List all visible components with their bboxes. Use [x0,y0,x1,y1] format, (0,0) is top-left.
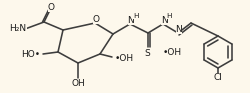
Text: H: H [166,13,172,19]
Text: Cl: Cl [214,73,222,81]
Text: HO•: HO• [21,49,40,58]
Text: N: N [160,16,168,24]
Text: •OH: •OH [115,53,134,62]
Text: N: N [128,16,134,24]
Text: OH: OH [71,78,85,88]
Text: O: O [48,3,54,12]
Text: H₂N: H₂N [10,24,26,32]
Text: O: O [92,15,100,24]
Text: H: H [133,13,139,19]
Text: S: S [144,49,150,57]
Text: •OH: •OH [163,48,182,57]
Text: N: N [176,24,182,33]
